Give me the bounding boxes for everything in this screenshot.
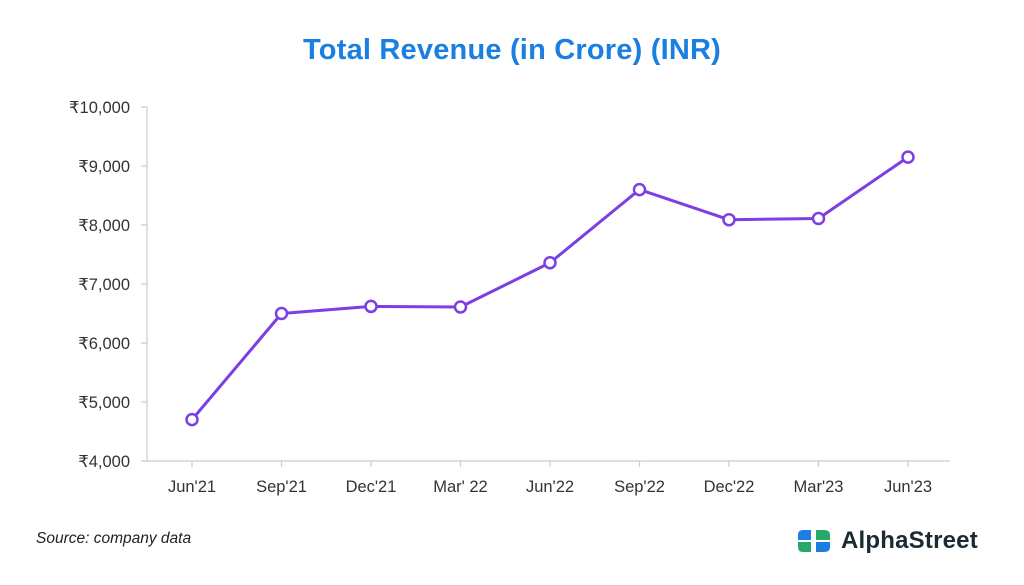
x-tick-label: Dec'21 bbox=[346, 478, 397, 496]
series-line bbox=[190, 155, 910, 422]
data-point bbox=[453, 300, 468, 314]
data-point bbox=[722, 212, 736, 227]
data-point bbox=[901, 150, 915, 164]
y-tick-label: ₹10,000 bbox=[69, 99, 130, 117]
x-tick-label: Sep'21 bbox=[256, 478, 307, 496]
x-tick-label: Sep'22 bbox=[614, 478, 665, 496]
data-point bbox=[274, 306, 289, 321]
data-point bbox=[811, 211, 826, 226]
source-note: Source: company data bbox=[36, 530, 192, 547]
data-point bbox=[364, 299, 378, 314]
y-tick-label: ₹9,000 bbox=[78, 158, 130, 176]
x-tick-label: Jun'23 bbox=[884, 478, 932, 496]
y-tick-label: ₹4,000 bbox=[78, 453, 130, 471]
x-tick-label: Mar' 22 bbox=[433, 478, 488, 496]
axes bbox=[146, 107, 950, 462]
x-tick-label: Jun'22 bbox=[526, 478, 574, 496]
x-axis-ticks: Jun'21 Sep'21 Dec'21 Mar' 22 Jun'22 Sep'22 Dec… bbox=[168, 461, 932, 496]
alphastreet-logo-icon bbox=[798, 530, 830, 552]
data-point bbox=[632, 182, 647, 197]
y-tick-label: ₹7,000 bbox=[78, 276, 130, 294]
brand-logo: AlphaStreet bbox=[796, 526, 978, 556]
y-tick-label: ₹6,000 bbox=[78, 335, 130, 353]
data-point bbox=[185, 412, 199, 427]
x-tick-label: Mar'23 bbox=[794, 478, 844, 496]
y-axis-ticks: ₹4,000 ₹5,000 ₹6,000 ₹7,000 ₹8,000 ₹9,000 ₹10,… bbox=[69, 99, 147, 471]
data-point bbox=[543, 256, 557, 270]
x-tick-label: Jun'21 bbox=[168, 478, 216, 496]
y-tick-label: ₹5,000 bbox=[78, 394, 130, 412]
chart-title: Total Revenue (in Crore) (INR) bbox=[303, 34, 721, 66]
y-tick-label: ₹8,000 bbox=[78, 217, 130, 235]
brand-name: AlphaStreet bbox=[841, 527, 978, 554]
x-tick-label: Dec'22 bbox=[704, 478, 755, 496]
series bbox=[185, 150, 915, 427]
